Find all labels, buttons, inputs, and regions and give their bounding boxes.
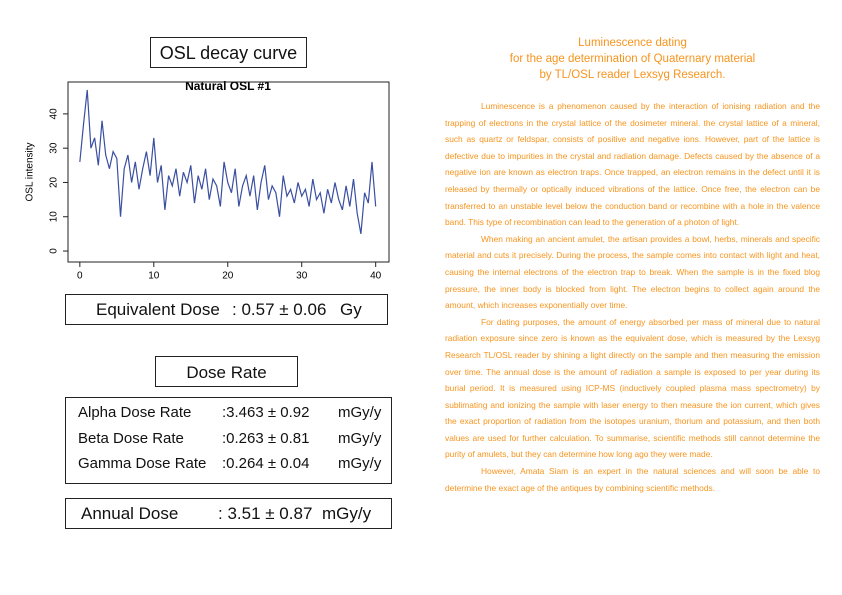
y-tick-label: 0 <box>49 248 60 254</box>
label: Beta Dose Rate <box>78 429 184 447</box>
unit: mGy/y <box>322 504 372 523</box>
equivalent-dose-box: Equivalent Dose : 0.57 ± 0.06 Gy <box>65 294 388 325</box>
x-tick-label: 0 <box>77 271 83 282</box>
paragraph: Luminescence is a phenomenon caused by t… <box>445 101 820 228</box>
y-tick-label: 40 <box>49 108 60 120</box>
osl-heading-box: OSL decay curve <box>150 37 307 68</box>
unit: Gy <box>340 300 362 319</box>
label: Gamma Dose Rate <box>78 455 207 472</box>
x-tick-label: 10 <box>148 271 160 282</box>
y-tick-label: 30 <box>49 142 60 154</box>
y-axis-label: OSL intensity <box>25 142 36 201</box>
chart-title: Natural OSL #1 <box>185 79 271 93</box>
dose-rates-box: Alpha Dose Rate :3.463 ± 0.92 mGy/y Beta Do… <box>65 397 392 484</box>
line <box>79 89 377 234</box>
dose-rate-heading-box: Dose Rate <box>155 356 298 387</box>
paragraph: When making an ancient amulet, the artis… <box>445 233 820 311</box>
plot-frame <box>67 81 390 263</box>
paragraph: However, Amata Siam is an expert in the … <box>445 466 820 493</box>
label: Alpha Dose Rate <box>78 404 192 421</box>
x-tick-label: 20 <box>222 271 234 282</box>
y-tick-label: 20 <box>49 176 60 188</box>
value: : 3.51 ± 0.87 <box>218 504 313 523</box>
y-tick-label: 10 <box>49 211 60 223</box>
osl-heading: OSL decay curve <box>159 43 298 63</box>
label: Annual Dose <box>81 504 179 523</box>
article-heading: for the age determination of Quaternary … <box>509 53 756 65</box>
article-heading: Luminescence dating <box>578 37 687 49</box>
x-tick-label: 30 <box>296 271 308 282</box>
dose-rate-heading: Dose Rate <box>186 363 267 382</box>
unit: mGy/y <box>338 455 382 472</box>
paragraph: For dating purposes, the amount of energ… <box>445 316 820 460</box>
value: :3.463 ± 0.92 <box>222 404 310 421</box>
value: :0.264 ± 0.04 <box>222 455 310 472</box>
value: :0.263 ± 0.81 <box>222 429 310 447</box>
annual-dose-box: Annual Dose : 3.51 ± 0.87 mGy/y <box>65 498 392 529</box>
value: : 0.57 ± 0.06 <box>232 300 327 319</box>
label: Equivalent Dose <box>96 300 220 319</box>
article-body: Luminescence is a phenomenon caused by t… <box>445 98 820 496</box>
x-tick-label: 40 <box>370 271 382 282</box>
unit: mGy/y <box>338 429 382 447</box>
chart: Natural OSL #1 OSL intensity 0 10 20 30 40 0 1… <box>25 79 390 282</box>
article-heading: by TL/OSL reader Lexsyg Research. <box>539 69 726 81</box>
unit: mGy/y <box>338 404 382 421</box>
